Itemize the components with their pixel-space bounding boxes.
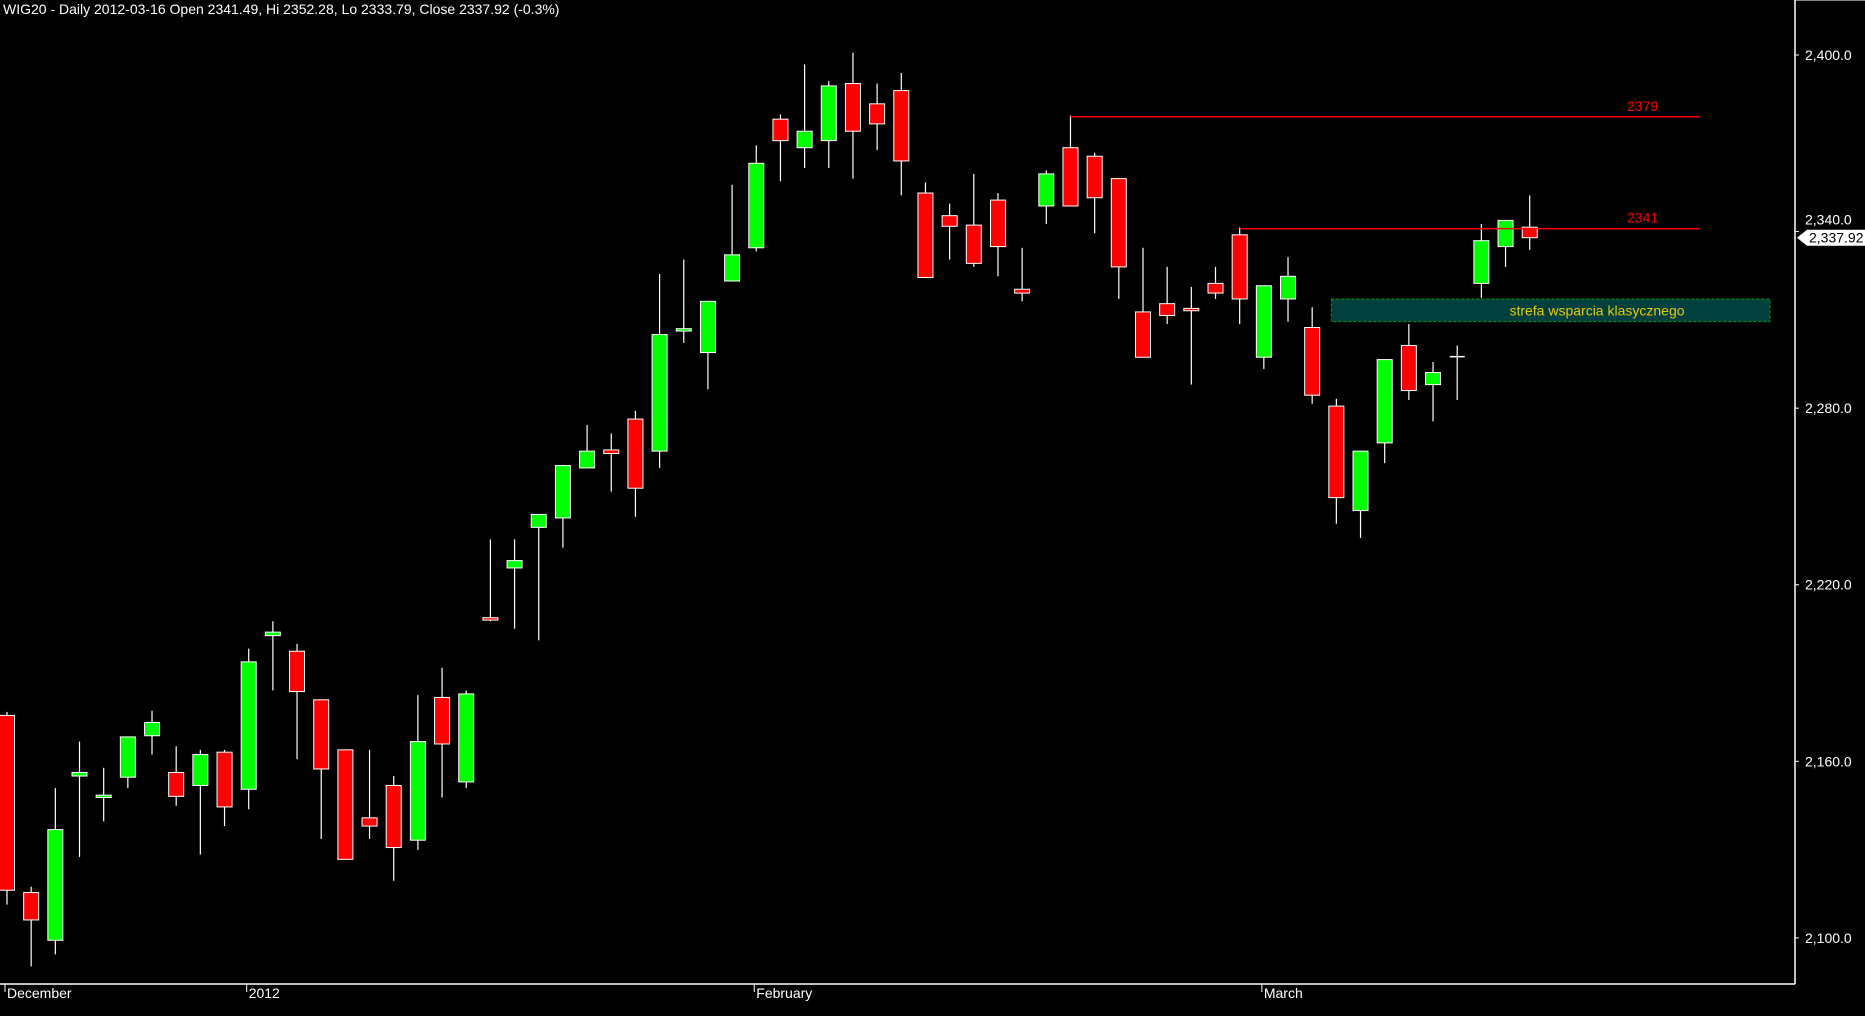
- candle-down: [844, 83, 861, 132]
- candle-up: [675, 328, 692, 332]
- candle-down: [772, 118, 789, 142]
- candle-down: [434, 696, 451, 745]
- candle-down: [1231, 234, 1248, 300]
- candle-up: [699, 300, 716, 354]
- candle-up: [820, 85, 837, 142]
- candle-down: [627, 418, 644, 489]
- candle-up: [651, 334, 668, 452]
- candle-up: [409, 741, 426, 841]
- candle-down: [0, 714, 15, 891]
- candle-down: [361, 817, 378, 827]
- resistance-label: 2341: [1627, 210, 1658, 226]
- candle-down: [989, 199, 1006, 248]
- candle-down: [1062, 147, 1079, 207]
- candle-down: [313, 699, 330, 770]
- y-tick-label: 2,340.0: [1805, 212, 1852, 228]
- candle-down: [965, 224, 982, 264]
- candle-down: [1014, 288, 1031, 294]
- candle-down: [168, 772, 185, 797]
- candle-up: [47, 829, 64, 941]
- candle-up: [796, 130, 813, 149]
- candle-up: [1255, 285, 1272, 358]
- candle-up: [1376, 359, 1393, 444]
- candle-down: [1521, 226, 1538, 239]
- candle-down: [385, 784, 402, 849]
- candle-up: [264, 631, 281, 637]
- last-price-label: 2,337.92: [1809, 230, 1864, 246]
- candle-up: [1497, 219, 1514, 248]
- candle-down: [1207, 282, 1224, 294]
- resistance-label: 2379: [1627, 98, 1658, 114]
- candle-up: [1473, 240, 1490, 284]
- candle-up: [458, 693, 475, 783]
- candle-up: [144, 721, 161, 737]
- candle-up: [554, 465, 571, 519]
- y-tick-label: 2,400.0: [1805, 47, 1852, 63]
- candle-down: [893, 90, 910, 162]
- candle-up: [724, 254, 741, 282]
- candle-down: [1159, 303, 1176, 316]
- candle-down: [1183, 307, 1200, 312]
- candle-up: [192, 754, 209, 786]
- support-zone-label: strefa wsparcia klasycznego: [1509, 302, 1684, 318]
- x-tick-label: March: [1264, 985, 1303, 1001]
- support-zone: [1330, 298, 1771, 323]
- candle-down: [1400, 344, 1417, 392]
- candle-up: [579, 450, 596, 469]
- x-tick-label: 2012: [249, 985, 280, 1001]
- candle-down: [917, 192, 934, 278]
- candle-up: [506, 560, 523, 569]
- chart-title: WIG20 - Daily 2012-03-16 Open 2341.49, H…: [3, 1, 560, 17]
- candle-down: [23, 892, 40, 921]
- candle-down: [482, 617, 499, 621]
- candle-down: [1110, 178, 1127, 268]
- candle-down: [869, 103, 886, 125]
- candle-up: [71, 772, 88, 777]
- candle-up: [1280, 275, 1297, 300]
- candle-down: [216, 751, 233, 808]
- candle-down: [1086, 155, 1103, 199]
- candle-up: [1038, 173, 1055, 207]
- candle-up: [748, 162, 765, 249]
- x-tick-label: December: [7, 985, 72, 1001]
- candle-down: [1328, 405, 1345, 499]
- candle-down: [941, 215, 958, 227]
- candle-down: [289, 650, 306, 693]
- candle-up: [119, 736, 136, 778]
- candle-up: [530, 513, 547, 528]
- y-tick-label: 2,100.0: [1805, 930, 1852, 946]
- y-tick-label: 2,280.0: [1805, 400, 1852, 416]
- y-tick-label: 2,220.0: [1805, 577, 1852, 593]
- candle-down: [603, 449, 620, 454]
- candle-up: [240, 661, 257, 790]
- x-tick-label: February: [756, 985, 812, 1001]
- y-tick-label: 2,160.0: [1805, 753, 1852, 769]
- candle-down: [337, 749, 354, 860]
- candle-down: [1134, 311, 1151, 358]
- candle-up: [1425, 372, 1442, 386]
- candle-up: [95, 794, 112, 799]
- candle-down: [1304, 327, 1321, 396]
- candle-up: [1352, 450, 1369, 512]
- last-price-tag: [1797, 229, 1865, 246]
